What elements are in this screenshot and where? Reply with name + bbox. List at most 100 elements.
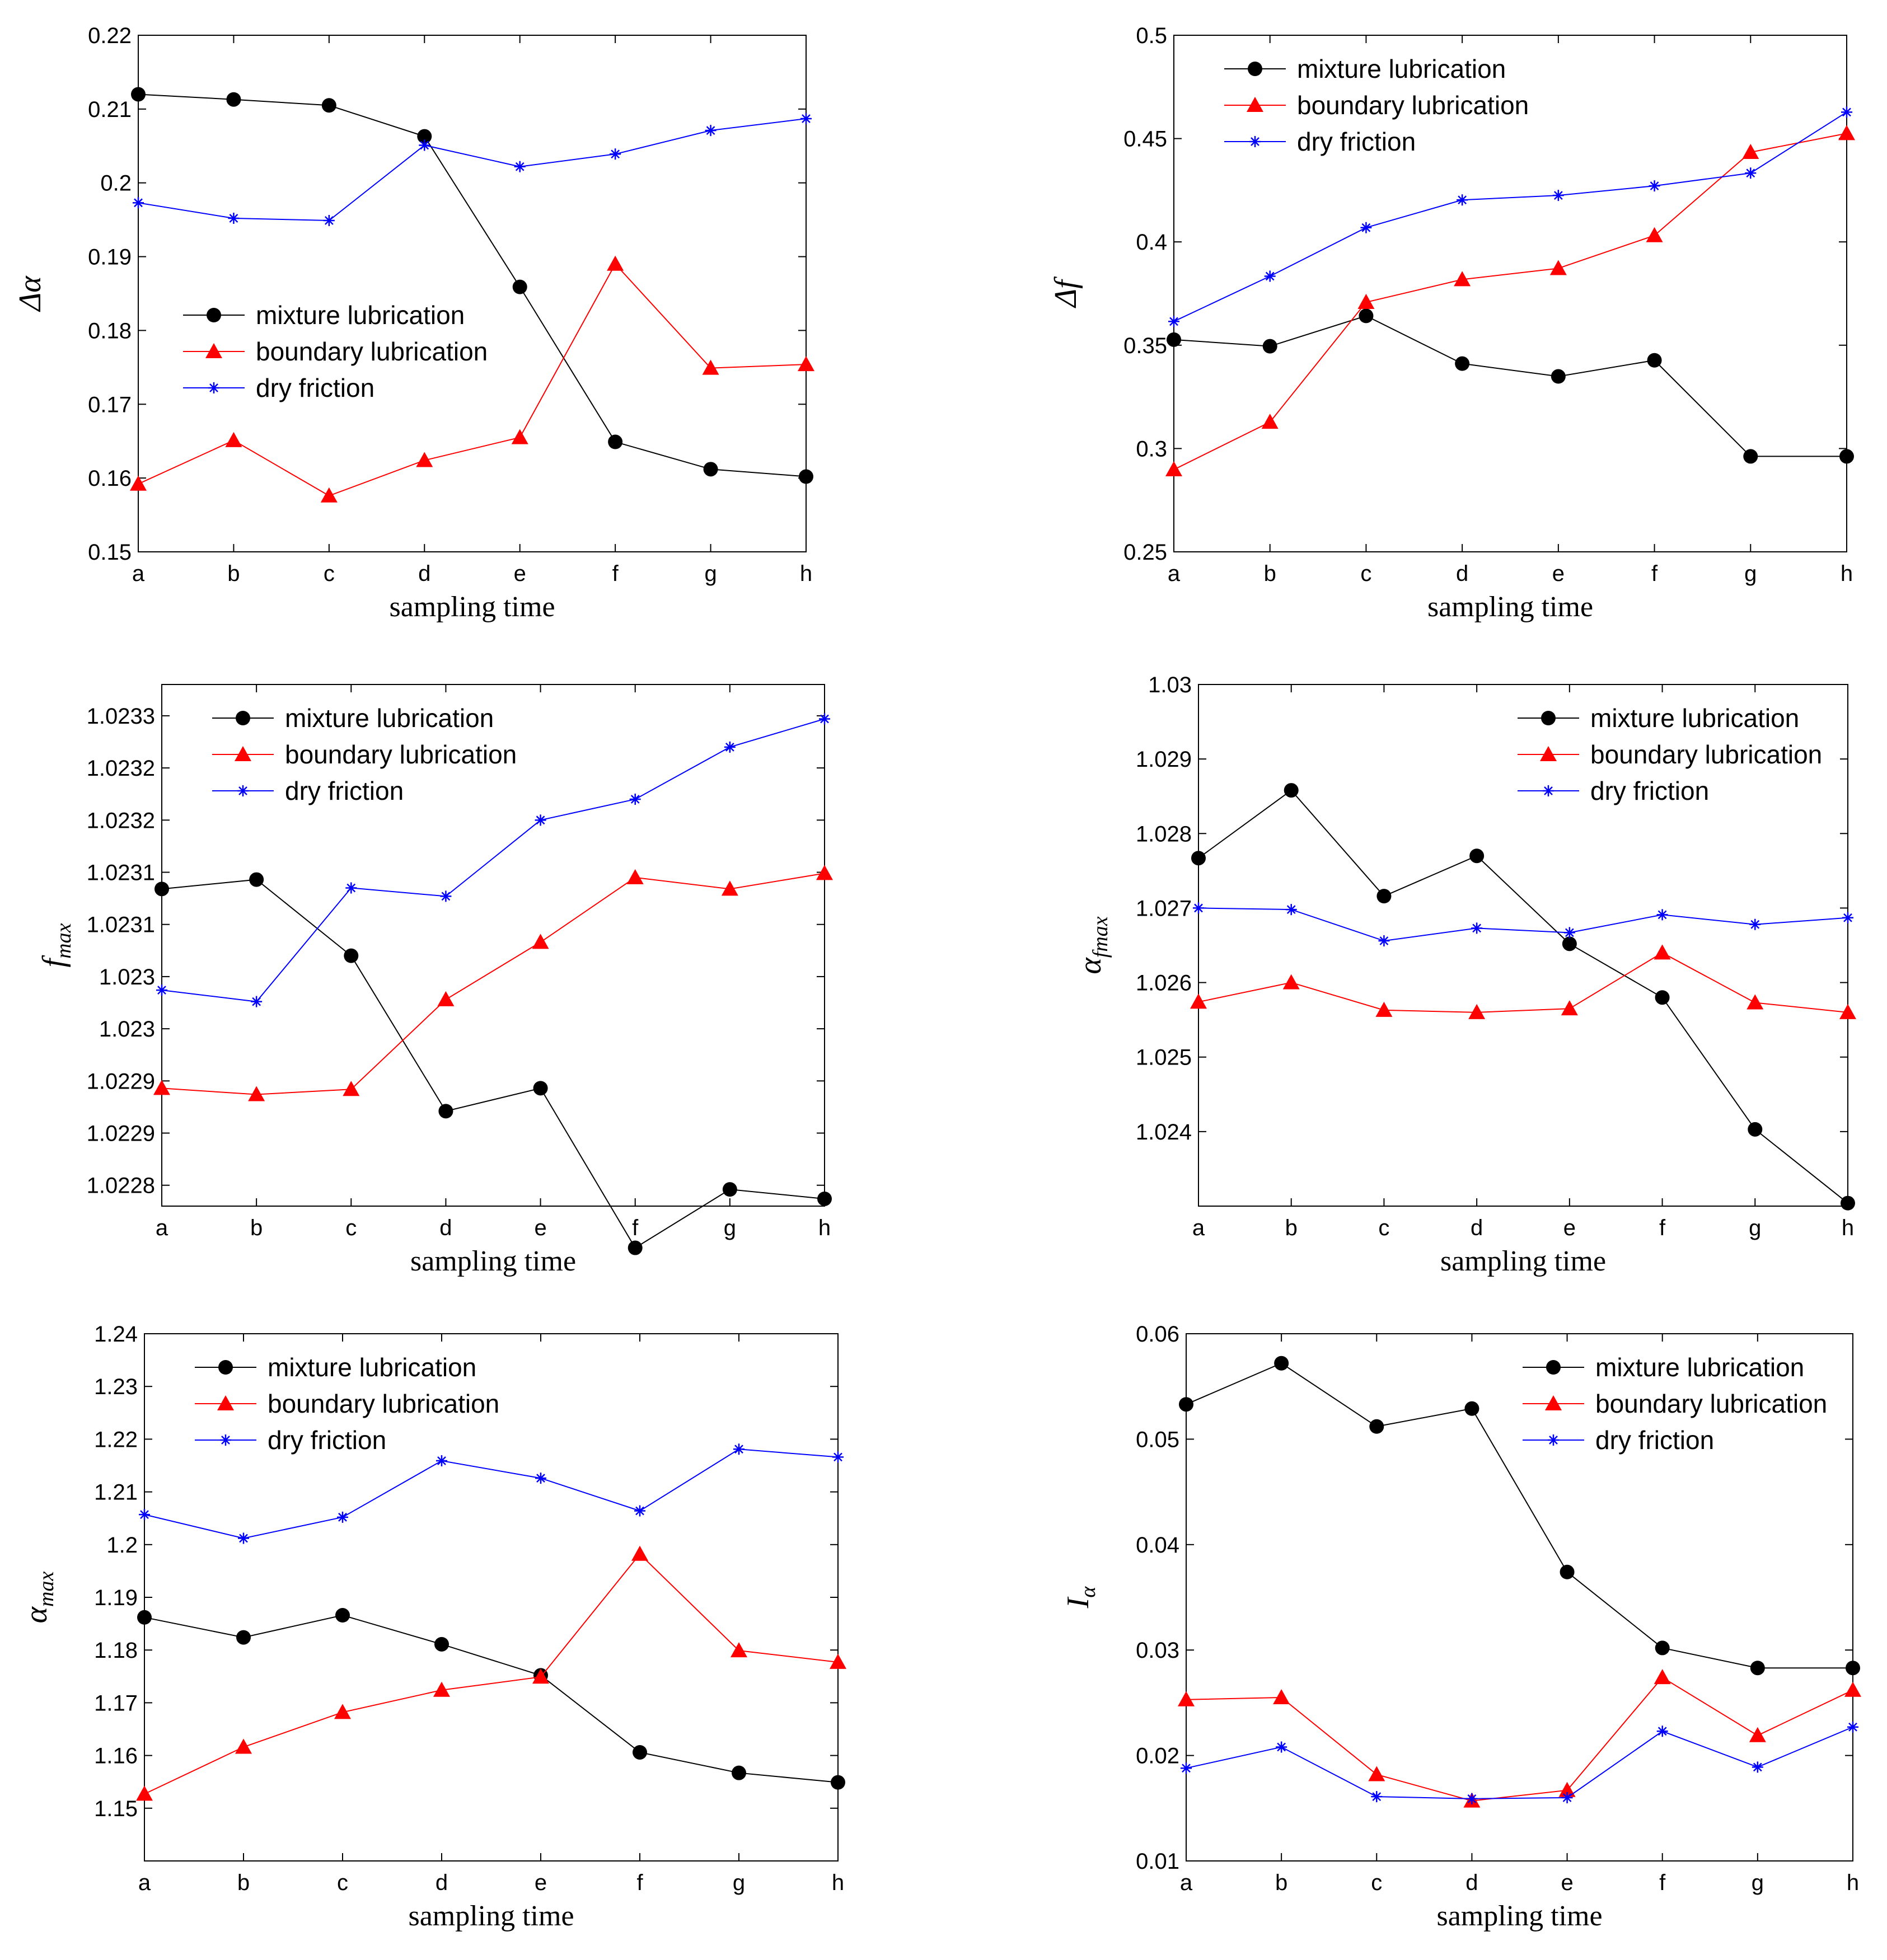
legend-marker: [236, 711, 250, 725]
data-point: [514, 161, 526, 172]
data-point: [1371, 1791, 1383, 1803]
y-tick-label: 0.25: [1123, 540, 1167, 565]
x-tick-label: b: [237, 1870, 250, 1895]
y-tick-label: 1.22: [94, 1427, 138, 1452]
data-point: [248, 1086, 265, 1101]
data-point: [511, 429, 528, 444]
data-point: [1561, 1792, 1573, 1803]
plot-frame: [161, 684, 825, 1207]
y-tick-label: 1.2: [106, 1533, 138, 1558]
y-tick-label: 0.19: [88, 245, 132, 270]
data-point: [626, 869, 644, 884]
x-tick-label: e: [514, 561, 526, 586]
series-3: [156, 713, 830, 1007]
legend: mixture lubrication boundary lubrication d…: [183, 301, 488, 402]
data-point: [1285, 904, 1297, 916]
legend-marker: [207, 308, 221, 322]
data-point: [1469, 848, 1485, 864]
y-tick-label: 0.04: [1136, 1533, 1179, 1558]
y-tick-label: 1.023: [99, 965, 155, 990]
y-tick-label: 1.16: [94, 1744, 138, 1769]
series-line: [1186, 1362, 1853, 1669]
y-tick-label: 1.03: [1148, 673, 1192, 697]
x-tick-label: a: [132, 561, 145, 586]
y-tick-label: 0.5: [1136, 24, 1167, 48]
x-tick-label: e: [1561, 1870, 1573, 1895]
data-point: [817, 1191, 832, 1206]
data-point: [1649, 180, 1660, 192]
series-2: [1190, 944, 1856, 1019]
data-point: [345, 882, 357, 894]
y-tick-label: 1.029: [1136, 747, 1192, 772]
data-point: [1262, 339, 1277, 354]
series-line: [144, 1448, 839, 1539]
data-point: [131, 87, 146, 102]
x-tick-label: b: [1264, 561, 1276, 586]
legend-marker: [1546, 1360, 1561, 1375]
data-point: [832, 1451, 844, 1463]
data-point: [438, 1104, 453, 1119]
data-point: [798, 356, 814, 372]
series-3: [1193, 902, 1853, 947]
x-tick-label: f: [632, 1216, 639, 1240]
x-tick-label: f: [1659, 1216, 1666, 1240]
x-tick-label: h: [1841, 561, 1853, 586]
x-tick-label: e: [1552, 561, 1565, 586]
legend-label: dry friction: [268, 1426, 386, 1455]
data-point: [1844, 1681, 1861, 1697]
data-point: [1369, 1419, 1384, 1434]
x-tick-label: h: [832, 1870, 844, 1895]
legend-marker: [1545, 1395, 1562, 1410]
y-tick-label: 0.45: [1123, 127, 1167, 152]
x-tick-label: h: [1847, 1870, 1859, 1895]
data-point: [1167, 332, 1181, 347]
series-line: [1186, 1676, 1853, 1802]
y-tick-label: 1.0229: [87, 1122, 155, 1146]
y-tick-label: 0.02: [1136, 1744, 1179, 1769]
data-point: [137, 1610, 152, 1625]
y-tick-label: 1.0232: [87, 756, 155, 781]
data-point: [532, 934, 549, 949]
legend-marker: [1548, 1434, 1559, 1446]
data-point: [436, 1455, 447, 1467]
series-line: [1198, 952, 1848, 1013]
data-point: [1750, 1661, 1765, 1676]
data-point: [1376, 889, 1392, 904]
y-tick-label: 1.15: [94, 1797, 138, 1821]
y-tick-label: 1.17: [94, 1691, 138, 1715]
series-line: [161, 873, 825, 1095]
series-1: [137, 1608, 845, 1790]
legend-label: mixture lubrication: [256, 301, 465, 330]
data-point: [1193, 902, 1204, 914]
data-point: [417, 129, 432, 144]
data-point: [1457, 194, 1468, 206]
data-point: [1745, 167, 1757, 179]
y-tick-label: 1.0233: [87, 704, 155, 729]
legend-marker: [1247, 97, 1263, 112]
series-line: [144, 1553, 839, 1795]
legend-marker: [1543, 785, 1554, 796]
x-tick-label: d: [1471, 1216, 1483, 1240]
legend-label: mixture lubrication: [285, 704, 494, 733]
data-point: [1191, 851, 1206, 866]
series-line: [1186, 1726, 1853, 1799]
data-point: [437, 991, 455, 1006]
data-point: [153, 1080, 170, 1095]
y-tick-label: 1.0231: [87, 913, 155, 937]
legend-marker: [218, 1360, 233, 1375]
series-1: [1179, 1356, 1860, 1676]
data-point: [535, 1473, 546, 1484]
y-tick-label: 1.24: [94, 1322, 138, 1347]
data-point: [235, 1738, 252, 1754]
data-point: [733, 1443, 745, 1455]
data-point: [136, 1785, 153, 1801]
data-point: [344, 948, 359, 963]
data-point: [1749, 918, 1761, 930]
x-axis-label: sampling time: [410, 1245, 576, 1277]
x-tick-label: c: [1360, 561, 1371, 586]
data-point: [1560, 1564, 1575, 1579]
legend: mixture lubrication boundary lubrication d…: [195, 1353, 499, 1455]
chart-panel-6: 0.01 0.02 0.03 0.04 0.05 0.06 a b c d e f g h sampling…: [1061, 1322, 1861, 1932]
data-point: [1455, 356, 1470, 371]
